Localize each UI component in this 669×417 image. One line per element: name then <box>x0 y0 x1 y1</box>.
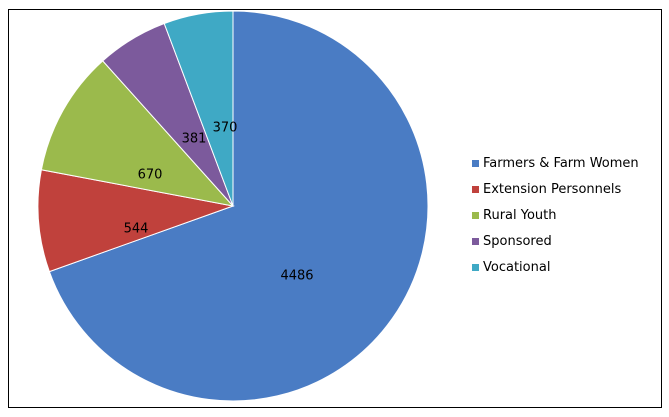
data-label: 370 <box>213 121 238 136</box>
pie-slice-extension-personnels <box>37 169 235 273</box>
legend-label: Sponsored <box>483 233 552 249</box>
pie-slice-farmers-farm-women <box>48 10 429 402</box>
legend-swatch <box>472 185 479 193</box>
data-label: 544 <box>124 222 149 237</box>
legend-label: Farmers & Farm Women <box>483 155 639 171</box>
legend-swatch <box>472 159 479 167</box>
chart-frame: 4486 544 670 381 370 Farmers & Farm Women Ext… <box>8 9 662 408</box>
legend-swatch <box>472 211 479 219</box>
legend: Farmers & Farm Women Extension Personnels… <box>472 150 639 280</box>
pie-chart: 4486 544 670 381 370 <box>37 10 429 402</box>
legend-swatch <box>472 263 479 271</box>
data-label: 4486 <box>280 269 313 284</box>
legend-item: Farmers & Farm Women <box>472 150 639 176</box>
legend-label: Rural Youth <box>483 207 557 223</box>
data-label: 670 <box>138 168 163 183</box>
pie-slice-vocational <box>163 10 234 207</box>
legend-item: Rural Youth <box>472 202 639 228</box>
data-label: 381 <box>182 132 207 147</box>
pie-slice-rural-youth <box>40 60 235 207</box>
legend-item: Sponsored <box>472 228 639 254</box>
legend-label: Extension Personnels <box>483 181 622 197</box>
legend-item: Vocational <box>472 254 639 280</box>
legend-swatch <box>472 237 479 245</box>
legend-label: Vocational <box>483 259 551 275</box>
legend-item: Extension Personnels <box>472 176 639 202</box>
